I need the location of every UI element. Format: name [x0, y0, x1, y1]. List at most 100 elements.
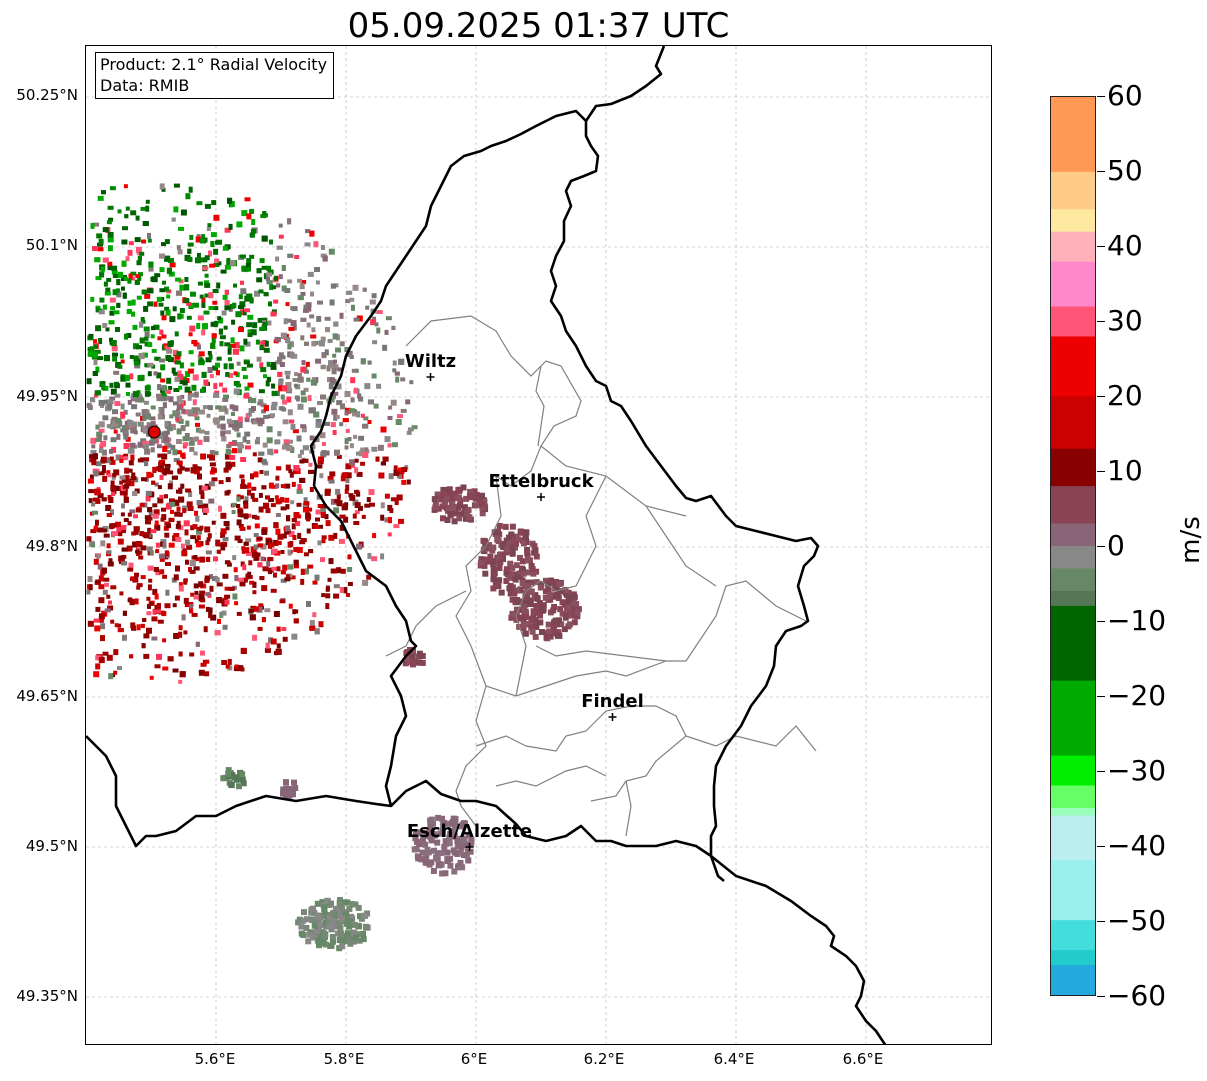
radar-echo-cell [122, 226, 128, 231]
radar-echo-cell [163, 525, 169, 531]
radar-echo-cell [141, 643, 146, 649]
radar-echo-cell [311, 327, 316, 333]
city-label-wiltz: Wiltz [405, 351, 456, 372]
radar-echo-cell [240, 780, 247, 787]
radar-echo-cell [202, 323, 208, 330]
radar-echo-cell [171, 217, 176, 222]
colorbar-label-20: 20 [1107, 379, 1143, 412]
radar-echo-cell [509, 550, 516, 557]
radar-echo-cell [367, 400, 372, 405]
radar-echo-cell [464, 852, 470, 859]
radar-echo-cell [411, 425, 418, 430]
radar-echo-cell [529, 566, 536, 573]
radar-echo-cell [454, 838, 461, 845]
radar-echo-cell [240, 479, 245, 485]
radar-echo-cell [407, 427, 414, 432]
radar-echo-cell [302, 507, 309, 513]
radar-echo-cell [348, 913, 355, 920]
radar-echo-cell [344, 930, 351, 937]
radar-echo-cell [362, 579, 369, 586]
radar-echo-cell [138, 555, 144, 560]
radar-echo-cell [208, 612, 213, 619]
radar-echo-cell [395, 419, 402, 425]
radar-echo-cell [96, 431, 103, 438]
radar-echo-cell [317, 922, 324, 929]
radar-echo-cell [155, 570, 161, 576]
radar-echo-cell [208, 481, 215, 487]
radar-echo-cell [251, 398, 257, 404]
radar-echo-cell [130, 424, 135, 430]
radar-echo-cell [338, 915, 345, 922]
radar-echo-cell [154, 482, 159, 487]
radar-echo-cell [390, 497, 397, 502]
radar-echo-cell [255, 339, 260, 345]
colorbar-tick [1097, 771, 1105, 772]
radar-echo-cell [321, 535, 327, 540]
radar-echo-cell [136, 585, 141, 590]
radar-echo-cell [212, 365, 219, 371]
radar-echo-cell [159, 553, 165, 559]
radar-echo-cell [232, 302, 237, 308]
radar-echo-cell [240, 561, 245, 567]
radar-echo-cell [95, 424, 100, 429]
radar-echo-cell [486, 542, 493, 549]
radar-echo-cell [192, 524, 198, 530]
radar-echo-cell [419, 849, 426, 856]
radar-echo-cell [236, 611, 242, 616]
radar-echo-cell [340, 475, 346, 482]
radar-echo-cell [314, 628, 320, 635]
radar-echo-cell [211, 467, 216, 474]
radar-echo-cell [121, 547, 128, 552]
radar-echo-cell [127, 249, 133, 256]
radar-echo-cell [151, 348, 157, 353]
radar-echo-cell [266, 560, 271, 567]
radar-echo-cell [446, 840, 453, 847]
radar-echo-cell [522, 630, 529, 637]
radar-echo-cell [347, 567, 353, 572]
radar-echo-cell [356, 491, 361, 497]
radar-echo-cell [362, 424, 367, 429]
radar-echo-cell [200, 453, 207, 460]
radar-echo-cell [362, 287, 367, 292]
radar-echo-cell [102, 385, 109, 391]
radar-echo-cell [178, 625, 183, 631]
radar-echo-cell [102, 323, 108, 328]
radar-echo-cell [287, 343, 292, 350]
radar-echo-cell [136, 624, 141, 631]
radar-echo-cell [258, 603, 264, 608]
radar-echo-cell [111, 270, 118, 275]
radar-site-marker[interactable] [147, 425, 161, 439]
radar-echo-cell [319, 524, 323, 529]
radar-echo-cell [307, 306, 312, 312]
radar-echo-cell [233, 342, 240, 348]
radar-echo-cell [344, 391, 351, 397]
radar-echo-cell [152, 608, 157, 615]
radar-echo-cell [124, 483, 130, 489]
radar-echo-cell [199, 409, 205, 415]
radar-echo-cell [391, 442, 398, 448]
radar-echo-cell [513, 540, 519, 547]
radar-echo-cell [123, 518, 129, 522]
map-panel[interactable]: Wiltz Ettelbruck Findel Esch/Alzette [85, 45, 992, 1045]
radar-echo-cell [173, 633, 180, 639]
radar-echo-cell [101, 497, 107, 502]
radar-echo-cell [287, 549, 292, 556]
radar-echo-cell [519, 615, 526, 622]
radar-echo-cell [333, 321, 339, 327]
radar-echo-cell [321, 593, 326, 598]
radar-echo-cell [225, 767, 232, 774]
radar-echo-cell [168, 517, 175, 522]
radar-echo-cell [129, 480, 135, 487]
radar-echo-cell [215, 577, 220, 583]
radar-echo-cell [156, 603, 161, 609]
radar-echo-cell [203, 510, 208, 515]
radar-echo-cell [203, 257, 208, 263]
radar-echo-cell [324, 514, 329, 520]
radar-echo-cell [133, 421, 138, 427]
radar-echo-cell [244, 197, 251, 202]
radar-echo-cell [282, 564, 288, 571]
radar-echo-cell [257, 317, 264, 323]
radar-echo-cell [241, 366, 247, 371]
radar-echo-cell [121, 260, 127, 267]
